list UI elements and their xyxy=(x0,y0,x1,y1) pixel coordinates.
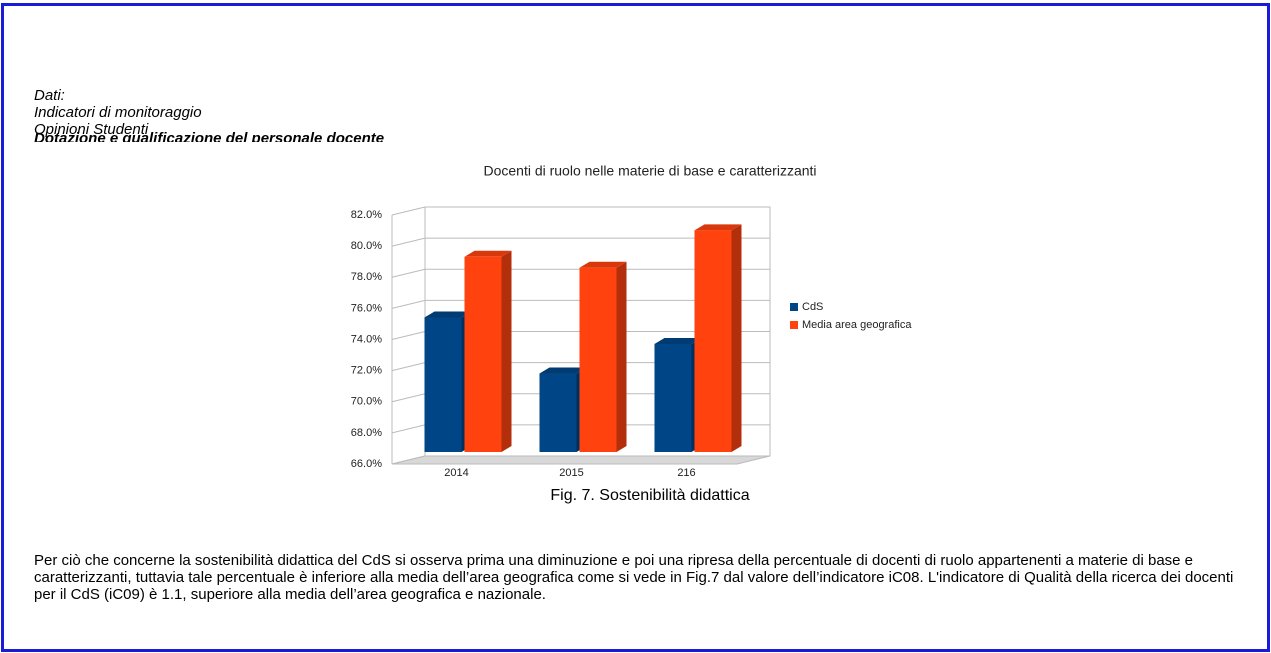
header-line: Indicatori di monitoraggio xyxy=(34,104,202,121)
grid-line xyxy=(391,393,426,403)
floor xyxy=(391,455,771,465)
paragraph: Per ciò che concerne la sostenibilità di… xyxy=(34,552,1234,603)
y-tick-label: 76.0% xyxy=(351,302,382,314)
grid-line xyxy=(391,268,426,278)
bar-side xyxy=(501,250,512,452)
section-title: Dotazione e qualificazione del personale… xyxy=(34,130,385,142)
bar-side xyxy=(616,261,627,452)
chart-title: Docenti di ruolo nelle materie di base e… xyxy=(483,163,816,179)
grid-line xyxy=(391,455,426,465)
y-tick-label: 70.0% xyxy=(351,396,382,408)
grid-line xyxy=(391,206,426,216)
bar-top xyxy=(579,261,627,268)
legend-swatch xyxy=(790,303,798,311)
y-tick-label: 72.0% xyxy=(351,365,382,377)
header-line: Opinioni Studenti xyxy=(34,121,149,138)
bar-top xyxy=(424,311,472,318)
grid-line xyxy=(391,424,426,434)
bar xyxy=(424,317,462,452)
y-tick-label: 82.0% xyxy=(351,209,382,221)
y-tick-label: 80.0% xyxy=(351,240,382,252)
bar-side xyxy=(731,224,742,452)
y-tick-label: 74.0% xyxy=(351,333,382,345)
y-tick-label: 78.0% xyxy=(351,271,382,283)
legend-label: Media area geografica xyxy=(802,319,912,331)
legend-swatch xyxy=(790,321,798,329)
legend-label: CdS xyxy=(802,301,823,313)
bar-top xyxy=(539,367,587,374)
caption: Fig. 7. Sostenibilità didattica xyxy=(550,487,750,504)
bar xyxy=(654,343,692,452)
header-line: Dati: xyxy=(34,87,65,104)
frame xyxy=(1,3,1270,652)
bar-top xyxy=(654,337,702,344)
grid-line xyxy=(391,362,426,372)
grid-line xyxy=(391,299,426,309)
bar xyxy=(539,373,577,452)
bar xyxy=(694,230,732,452)
y-tick-label: 66.0% xyxy=(351,458,382,470)
bar-top xyxy=(694,224,742,231)
y-tick-label: 68.0% xyxy=(351,427,382,439)
x-tick-label: 2014 xyxy=(444,467,468,479)
bar xyxy=(579,267,617,452)
grid-line xyxy=(391,331,426,340)
bar xyxy=(464,256,502,452)
bar-top xyxy=(464,250,512,257)
x-tick-label: 2015 xyxy=(559,467,583,479)
x-tick-label: 216 xyxy=(677,467,695,479)
grid-line xyxy=(391,237,426,247)
